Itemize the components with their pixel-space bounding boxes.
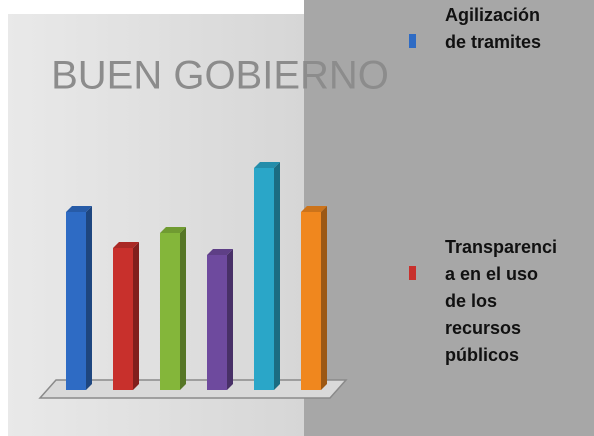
bar-side: [180, 227, 186, 390]
bar-front: [254, 168, 274, 390]
bar-front: [301, 212, 321, 390]
bar: [301, 206, 327, 390]
bar: [254, 162, 280, 390]
legend-label: Agilización de tramites: [445, 5, 542, 52]
bar-side: [86, 206, 92, 390]
bar: [66, 206, 92, 390]
bar-side: [274, 162, 280, 390]
bar: [160, 227, 186, 390]
bar-side: [133, 242, 139, 390]
bar-top: [113, 242, 139, 248]
bar: [207, 249, 233, 390]
bar-front: [207, 255, 227, 390]
bar-front: [113, 248, 133, 390]
bar-front: [66, 212, 86, 390]
legend-swatch: [409, 266, 416, 280]
bar-top: [301, 206, 327, 212]
bar-top: [254, 162, 280, 168]
bar-side: [321, 206, 327, 390]
bar-top: [66, 206, 92, 212]
bar-side: [227, 249, 233, 390]
bar-front: [160, 233, 180, 390]
bar-top: [207, 249, 233, 255]
legend-label: Transparencia en el uso de los recursos …: [445, 237, 558, 365]
legend-swatch: [409, 34, 416, 48]
bar: [113, 242, 139, 390]
legend-area: [304, 0, 594, 436]
chart-title: BUEN GOBIERNO: [51, 54, 389, 98]
bar-top: [160, 227, 186, 233]
